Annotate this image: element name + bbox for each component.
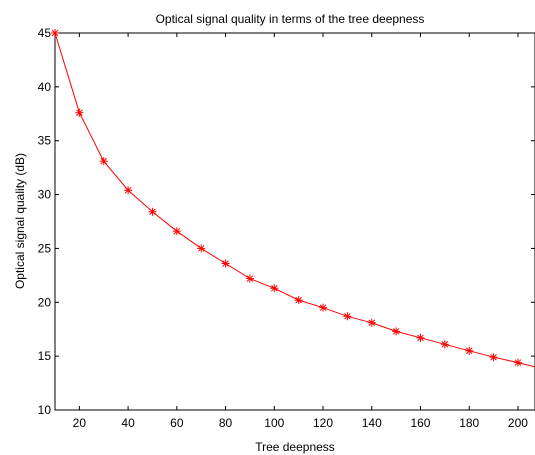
y-tick-label: 20: [38, 295, 52, 309]
x-tick-label: 160: [410, 416, 430, 430]
y-tick-label: 10: [38, 403, 52, 417]
x-axis-label: Tree deepness: [255, 440, 335, 454]
data-point-marker: [465, 346, 474, 355]
data-point-marker: [124, 186, 133, 195]
x-tick-label: 120: [313, 416, 333, 430]
data-point-marker: [99, 157, 108, 166]
x-tick-label: 60: [170, 416, 184, 430]
data-point-marker: [367, 318, 376, 327]
data-point-marker: [319, 303, 328, 312]
y-tick-label: 30: [38, 188, 52, 202]
x-tick-label: 180: [459, 416, 479, 430]
x-axis-ticks: 20 40 60 80 100 120 140 160 180 200: [73, 33, 528, 430]
data-point-marker: [489, 353, 498, 362]
data-point-marker: [392, 327, 401, 336]
data-point-marker: [197, 244, 206, 253]
y-axis-ticks: 10 15 20 25 30 35 40 45: [38, 26, 535, 417]
data-point-marker: [75, 108, 84, 117]
data-point-marker: [148, 207, 157, 216]
x-tick-label: 40: [121, 416, 135, 430]
x-tick-label: 200: [508, 416, 528, 430]
data-point-marker: [51, 29, 59, 37]
data-point-marker: [343, 312, 352, 321]
data-point-marker: [270, 284, 279, 293]
y-tick-label: 25: [38, 241, 52, 255]
plot-area: [54, 32, 535, 411]
chart-title: Optical signal quality in terms of the t…: [156, 12, 425, 26]
data-point-marker: [172, 227, 181, 236]
x-tick-label: 100: [264, 416, 284, 430]
data-point-marker: [245, 274, 254, 283]
data-point-marker: [513, 358, 522, 367]
data-point-marker: [294, 296, 303, 305]
y-tick-label: 35: [38, 134, 52, 148]
x-tick-label: 80: [219, 416, 233, 430]
data-point-marker: [440, 340, 449, 349]
y-tick-label: 15: [38, 349, 52, 363]
y-tick-label: 45: [38, 26, 52, 40]
x-tick-label: 140: [362, 416, 382, 430]
x-tick-label: 20: [73, 416, 87, 430]
y-tick-label: 40: [38, 80, 52, 94]
data-point-marker: [416, 333, 425, 342]
data-point-marker: [221, 259, 230, 268]
series-layer: [51, 29, 535, 368]
y-axis-label: Optical signal quality (dB): [13, 153, 27, 289]
